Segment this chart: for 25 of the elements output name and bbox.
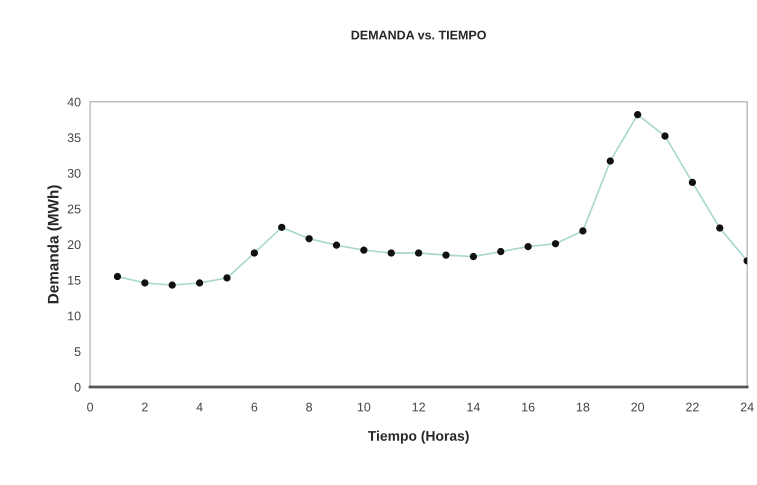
- y-tick-label: 35: [68, 133, 81, 142]
- x-axis-title: Tiempo (Horas): [368, 430, 469, 444]
- x-tick-label: 20: [631, 402, 644, 412]
- y-tick-label: 30: [68, 168, 81, 178]
- y-axis-title: Demanda (MWh): [47, 185, 62, 304]
- x-tick-label: 8: [306, 402, 312, 412]
- x-tick-label: 22: [686, 402, 699, 412]
- x-tick-label: 2: [142, 402, 148, 412]
- y-tick-label: 25: [68, 204, 81, 214]
- x-tick-label: 16: [522, 402, 535, 412]
- x-tick-label: 0: [87, 402, 94, 412]
- x-tick-label: 24: [740, 402, 754, 412]
- y-tick-label: 40: [67, 98, 81, 106]
- chart-title: DEMANDA vs. TIEMPO: [352, 30, 486, 40]
- y-tick-label: 20: [68, 240, 81, 250]
- y-tick-label: 15: [68, 276, 81, 285]
- y-tick-label: 0: [74, 382, 81, 392]
- x-tick-label: 10: [358, 402, 370, 412]
- x-tick-label: 14: [467, 402, 480, 412]
- y-tick-label: 10: [68, 312, 81, 320]
- y-tick-label: 5: [74, 347, 81, 356]
- x-tick-label: 4: [196, 402, 203, 412]
- x-tick-label: 12: [412, 402, 425, 412]
- x-tick-label: 18: [576, 402, 590, 412]
- x-tick-label: 6: [252, 402, 258, 412]
